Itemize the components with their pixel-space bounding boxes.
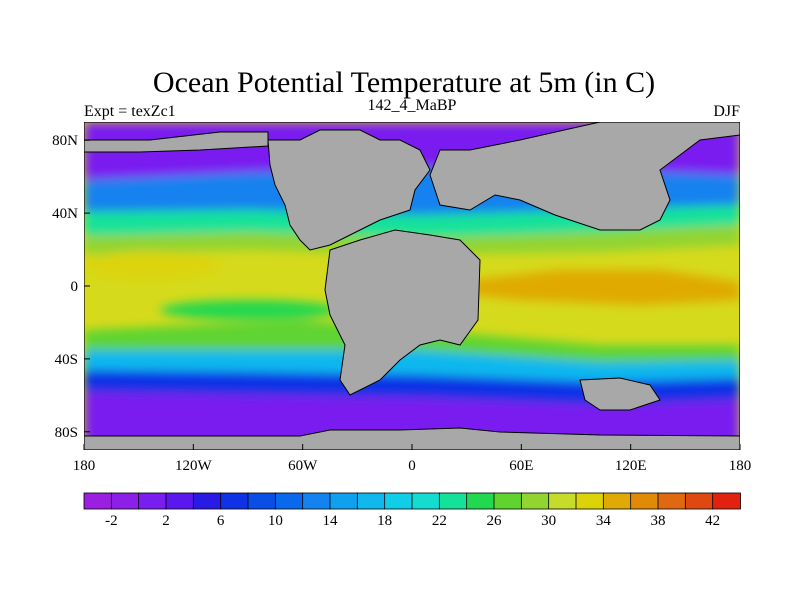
- colorbar-label: 22: [432, 513, 447, 529]
- map-plot: [84, 122, 740, 450]
- y-tick-label: 40S: [55, 352, 78, 368]
- colorbar-label: 10: [268, 513, 283, 529]
- land-north-america: [267, 129, 431, 251]
- x-tick-label: 180: [729, 458, 752, 474]
- land-antarctica: [84, 427, 740, 450]
- sst-band-blue-south: [84, 370, 740, 405]
- colorbar-swatch: [302, 492, 331, 510]
- colorbar-swatch: [657, 492, 687, 510]
- colorbar-swatch: [520, 492, 550, 510]
- colorbar-label: 14: [323, 513, 339, 529]
- y-tick-label: 80S: [55, 425, 78, 441]
- y-axis: 80N 40N 0 40S 80S: [52, 133, 90, 441]
- colorbar-swatch: [411, 492, 441, 510]
- center-string: 142_4_MaBP: [368, 97, 457, 114]
- colorbar-swatch: [165, 492, 195, 510]
- x-tick-label: 60W: [288, 458, 318, 474]
- colorbar-swatch: [438, 492, 468, 510]
- colorbar-swatch: [274, 492, 304, 510]
- colorbar-label: 38: [651, 513, 666, 529]
- x-tick-label: 120E: [615, 458, 647, 474]
- colorbar-swatch: [684, 492, 714, 510]
- colorbar-swatch: [712, 492, 741, 510]
- colorbar-swatch: [110, 492, 140, 510]
- colorbar-label: 30: [541, 513, 556, 529]
- x-axis: 180 120W 60W 0 60E 120E 180: [73, 444, 752, 474]
- colorbar-label: 2: [162, 513, 170, 529]
- colorbar-label: 6: [217, 513, 225, 529]
- sst-warm-pocket-pacific: [84, 251, 220, 279]
- colorbar-swatch: [548, 492, 577, 510]
- colorbar-swatch: [384, 492, 413, 510]
- left-string: Expt = texZc1: [84, 103, 176, 120]
- colorbar-swatch: [83, 492, 113, 510]
- y-tick-label: 80N: [52, 133, 78, 149]
- colorbar-swatch: [192, 492, 222, 510]
- x-tick-label: 120W: [175, 458, 213, 474]
- land-masks: [84, 122, 740, 450]
- colorbar-swatch: [575, 492, 605, 510]
- colorbar-label: 26: [487, 513, 503, 529]
- colorbar-swatch: [220, 492, 249, 510]
- colorbar-swatch: [329, 492, 359, 510]
- land-arctic-shelf: [84, 131, 269, 153]
- colorbar-label: 42: [705, 513, 720, 529]
- land-africa-south-america: [324, 229, 481, 396]
- colorbar-swatch: [630, 492, 659, 510]
- x-tick-label: 0: [408, 458, 416, 474]
- land-australia: [579, 377, 661, 411]
- colorbar: -2 2 6 10 14 18 22 26 30 34 38 42: [83, 492, 741, 529]
- colorbar-label: 34: [596, 513, 612, 529]
- colorbar-swatch: [493, 492, 523, 510]
- x-tick-label: 60E: [509, 458, 533, 474]
- sst-band-tropic-hot: [470, 270, 740, 305]
- chart-title: Ocean Potential Temperature at 5m (in C): [153, 66, 655, 99]
- colorbar-swatch: [466, 492, 495, 510]
- x-tick-label: 180: [73, 458, 96, 474]
- sst-cool-tongue-pacific: [160, 300, 340, 320]
- right-string: DJF: [713, 103, 740, 120]
- y-tick-label: 40N: [52, 206, 78, 222]
- y-tick-label: 0: [71, 279, 79, 295]
- colorbar-swatch: [247, 492, 277, 510]
- sst-band-cool-south: [84, 350, 740, 382]
- colorbar-label: 18: [377, 513, 392, 529]
- colorbar-swatch: [138, 492, 167, 510]
- colorbar-label: -2: [105, 513, 118, 529]
- colorbar-swatch: [602, 492, 632, 510]
- land-eurasia: [429, 122, 740, 231]
- colorbar-swatch: [356, 492, 386, 510]
